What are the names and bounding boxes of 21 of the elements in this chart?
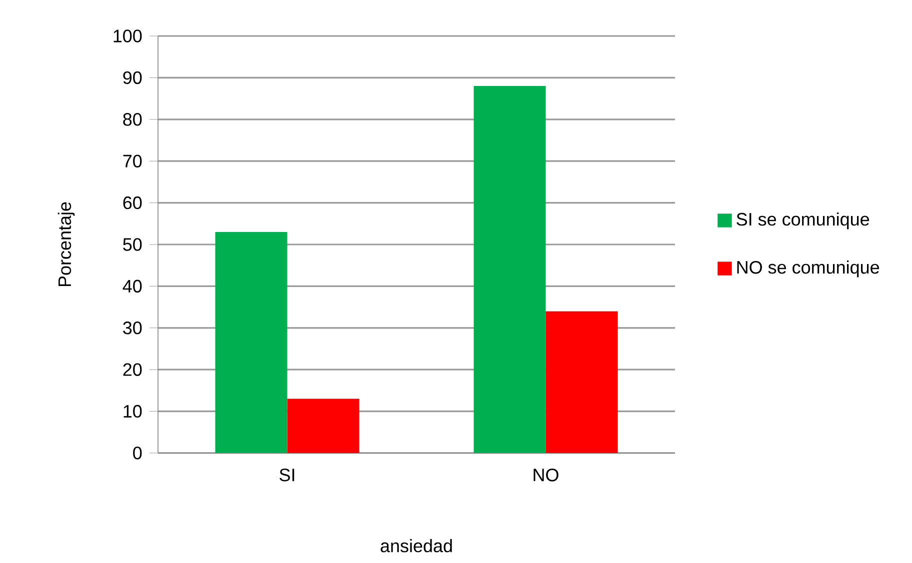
bar	[215, 232, 288, 453]
y-tick-label: 90	[123, 71, 142, 84]
bar	[474, 86, 546, 453]
y-tick-label: 30	[123, 322, 142, 334]
legend-label: NO se comunique	[737, 260, 880, 278]
y-tick-label: 70	[123, 154, 142, 168]
y-tick-label: 80	[123, 113, 142, 126]
y-tick-label: 0	[133, 446, 142, 460]
y-tick-label: 10	[124, 404, 142, 418]
y-tick-label: 100	[114, 30, 142, 42]
y-tick-label: 20	[123, 363, 142, 376]
y-tick-label: 50	[123, 238, 142, 251]
y-tick-label: 60	[123, 196, 142, 210]
x-tick-label: NO	[534, 468, 558, 482]
x-tick-label: SI	[280, 468, 294, 482]
bar	[287, 398, 360, 453]
x-axis-title: ansiedad	[380, 539, 452, 552]
bar	[546, 311, 618, 453]
legend-label: SI se comunique	[736, 212, 870, 230]
y-tick-label: 40	[122, 280, 142, 293]
y-axis-title: Porcentaje	[58, 202, 75, 286]
